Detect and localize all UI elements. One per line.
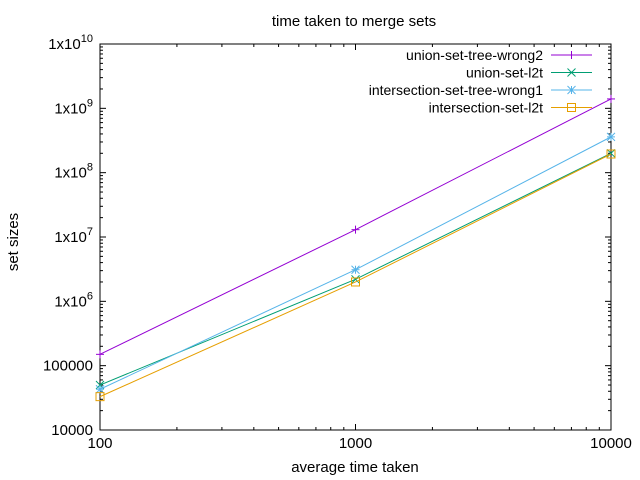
legend-marker	[567, 51, 576, 59]
marker-stroke	[567, 85, 576, 95]
legend-label: union-set-l2t	[466, 65, 543, 81]
y-tick-base: 1x10	[48, 36, 81, 53]
y-tick-base: 100000	[43, 358, 93, 375]
y-tick-base: 1x10	[54, 100, 87, 117]
legend: union-set-tree-wrong2union-set-l2tinters…	[369, 47, 592, 116]
marker-stroke	[606, 148, 616, 158]
data-point	[606, 149, 616, 159]
marker-stroke	[95, 380, 105, 390]
y-tick-base: 1x10	[54, 293, 87, 310]
y-tick-base: 1x10	[54, 165, 87, 182]
legend-label: intersection-set-l2t	[429, 100, 543, 116]
series-4	[95, 149, 616, 402]
y-tick-exponent: 10	[81, 33, 93, 45]
marker-square	[567, 103, 576, 112]
legend-label: intersection-set-tree-wrong1	[369, 82, 544, 98]
x-tick-label: 100	[87, 435, 112, 452]
x-tick-label: 1000	[339, 435, 372, 452]
y-axis-label: set sizes	[5, 213, 22, 271]
marker-square	[606, 149, 616, 159]
marker-stroke	[606, 132, 616, 142]
marker-stroke	[567, 68, 576, 77]
data-point	[95, 392, 105, 402]
y-tick-label: 1x106	[54, 290, 93, 310]
data-point	[351, 265, 360, 275]
series-line	[99, 153, 612, 398]
y-tick-exponent: 8	[87, 162, 93, 174]
chart-title: time taken to merge sets	[272, 13, 436, 30]
legend-label: union-set-tree-wrong2	[406, 47, 543, 63]
legend-marker	[567, 103, 576, 112]
legend-item: intersection-set-l2t	[429, 100, 592, 116]
legend-marker	[567, 68, 576, 77]
marker-square	[351, 277, 360, 287]
data-point	[351, 277, 360, 287]
y-tick-label: 10000	[51, 422, 93, 439]
y-tick-base: 10000	[51, 422, 93, 439]
y-tick-exponent: 9	[87, 97, 93, 109]
x-tick-label: 10000	[590, 435, 632, 452]
y-tick-exponent: 7	[87, 226, 93, 238]
data-point	[95, 384, 105, 394]
data-point	[606, 148, 616, 158]
data-point	[606, 132, 616, 142]
y-tick-label: 1x108	[54, 162, 93, 182]
legend-item: intersection-set-tree-wrong1	[369, 82, 592, 98]
y-tick-label: 100000	[43, 358, 93, 375]
y-tick-exponent: 6	[87, 290, 93, 302]
marker-square	[95, 392, 105, 402]
y-tick-base: 1x10	[54, 229, 87, 246]
marker-stroke	[351, 265, 360, 275]
legend-marker	[567, 85, 576, 95]
series-1	[96, 94, 615, 359]
legend-item: union-set-tree-wrong2	[406, 47, 592, 63]
axis-ticks: 100 1000 10000100001000001x1061x1071x1081x…	[43, 33, 632, 452]
marker-stroke	[351, 274, 360, 284]
series-layer	[95, 94, 616, 402]
series-3	[95, 132, 616, 394]
y-tick-label: 1x1010	[48, 33, 93, 53]
marker-stroke	[95, 384, 105, 394]
data-point	[351, 274, 360, 284]
y-tick-label: 1x107	[54, 226, 93, 246]
x-axis-label: average time taken	[291, 459, 419, 476]
y-tick-label: 1x109	[54, 97, 93, 117]
data-point	[607, 94, 615, 103]
series-line	[99, 136, 612, 390]
legend-item: union-set-l2t	[466, 65, 592, 81]
data-point	[351, 225, 360, 234]
data-point	[96, 350, 104, 359]
